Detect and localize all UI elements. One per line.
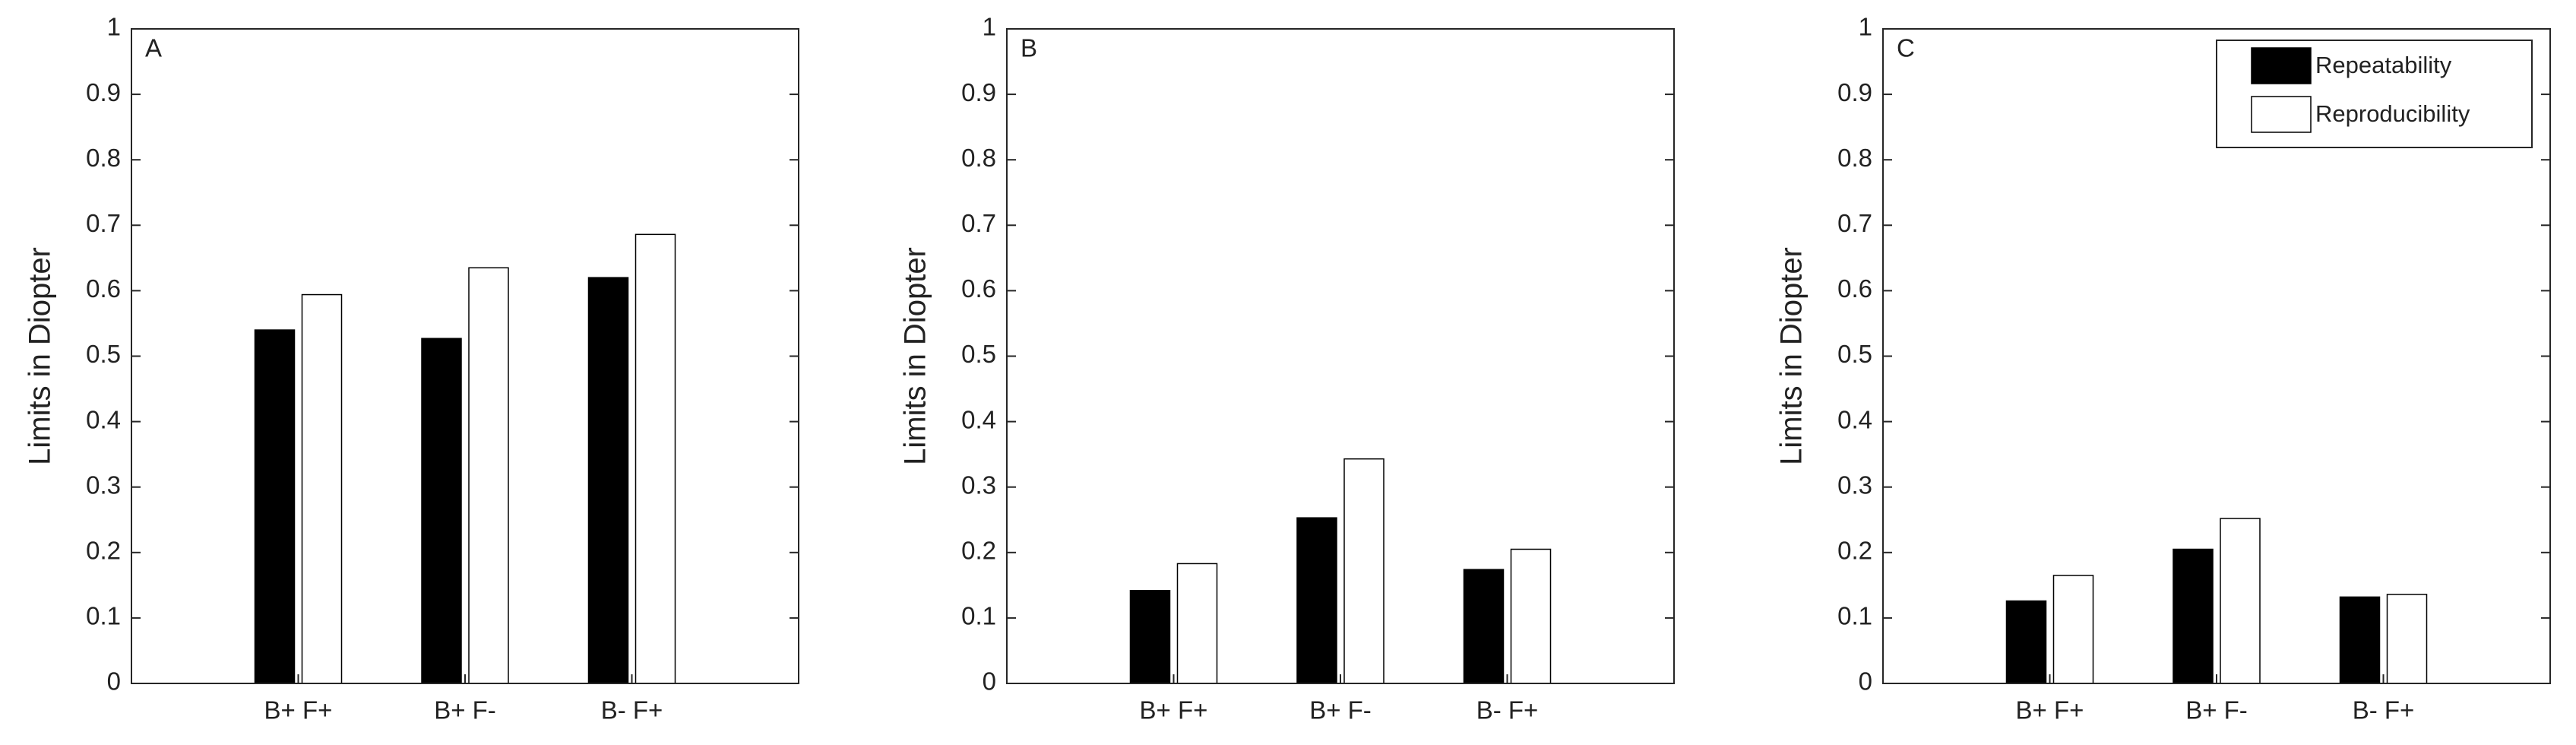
legend-box [2216,40,2533,148]
y-tick-label: 0.6 [961,274,996,303]
y-tick-label: 0.6 [86,274,121,303]
y-tick-label: 0.8 [1837,144,1872,172]
y-tick-label: 0.2 [961,537,996,565]
x-tick-label: B+ F- [2185,696,2248,724]
x-tick-label: B+ F- [434,696,496,724]
y-tick-label: 0.9 [86,78,121,106]
y-axis-label: Limits in Diopter [1775,247,1809,465]
y-tick-label: 0.3 [86,471,121,499]
y-tick-label: 0.1 [1837,602,1872,630]
bar [2052,575,2094,684]
plot-frame [131,28,799,684]
y-tick-label: 0 [107,667,121,696]
y-tick-label: 0.2 [86,537,121,565]
x-tick-label: B+ F+ [2016,696,2084,724]
plot-frame [1006,28,1675,684]
bar [1343,458,1385,684]
y-tick-label: 0.7 [86,209,121,237]
bar [1129,589,1171,684]
panel-label: C [1897,34,1915,62]
legend-swatch [2251,47,2312,84]
bar [2386,594,2428,684]
y-tick-label: 0.7 [1837,209,1872,237]
x-tick-label: B+ F+ [264,696,333,724]
y-tick-label: 1 [983,13,996,41]
y-axis-label: Limits in Diopter [24,247,57,465]
y-tick-label: 0.4 [961,405,996,433]
bar [1463,569,1505,684]
y-tick-label: 0.4 [1837,405,1872,433]
bar [468,267,509,684]
bar [421,338,462,684]
bar [2339,596,2381,684]
y-tick-label: 0.1 [86,602,121,630]
y-tick-label: 1 [1859,13,1872,41]
bar [587,277,629,684]
legend-label: Repeatability [2315,52,2452,78]
y-tick-label: 0.3 [1837,471,1872,499]
bar [2005,600,2047,684]
x-tick-label: B+ F+ [1140,696,1208,724]
bar [635,233,676,684]
y-tick-label: 0 [983,667,996,696]
bar [1176,563,1218,684]
panel-label: B [1021,34,1037,62]
y-tick-label: 0.1 [961,602,996,630]
bar [2220,518,2261,684]
y-tick-label: 0.6 [1837,274,1872,303]
y-tick-label: 0.8 [86,144,121,172]
panel-label: A [145,34,162,62]
legend-label: Reproducibility [2315,100,2470,127]
y-tick-label: 0.9 [1837,78,1872,106]
bar [2173,548,2214,684]
y-axis-label: Limits in Diopter [899,247,932,465]
y-tick-label: 0.4 [86,405,121,433]
y-tick-label: 0.5 [86,340,121,368]
y-tick-label: 1 [107,13,121,41]
plot-frame [1882,28,2551,684]
bar [1510,548,1552,684]
bar [254,329,296,684]
y-tick-label: 0.5 [961,340,996,368]
y-tick-label: 0.3 [961,471,996,499]
x-tick-label: B+ F- [1309,696,1372,724]
y-tick-label: 0.5 [1837,340,1872,368]
legend-swatch [2251,96,2312,133]
x-tick-label: B- F+ [601,696,663,724]
x-tick-label: B- F+ [1476,696,1539,724]
y-tick-label: 0.2 [1837,537,1872,565]
bar [301,293,343,684]
y-tick-label: 0.7 [961,209,996,237]
y-tick-label: 0.8 [961,144,996,172]
x-tick-label: B- F+ [2353,696,2415,724]
y-tick-label: 0.9 [961,78,996,106]
bar [1296,517,1337,684]
y-tick-label: 0 [1859,667,1872,696]
